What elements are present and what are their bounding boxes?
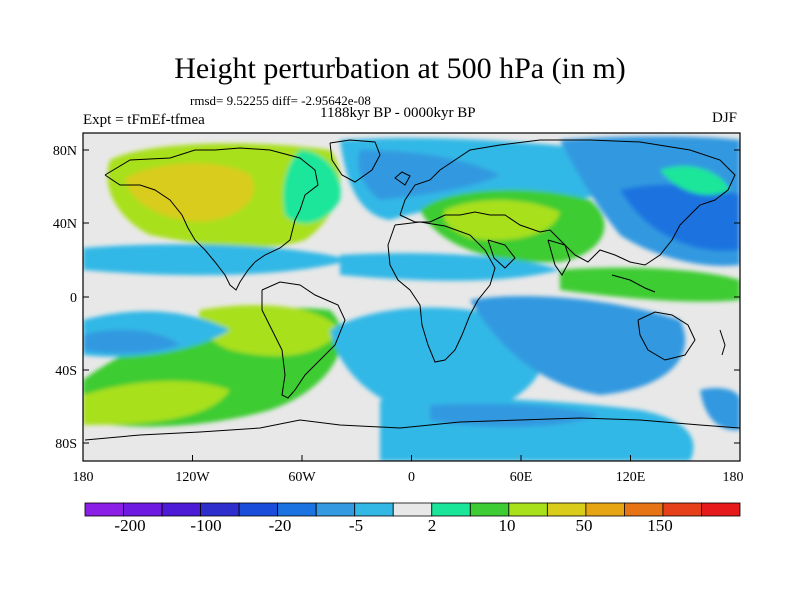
- colorbar-box: [585, 502, 625, 517]
- colorbar-label: -200: [114, 516, 146, 535]
- colorbar-box: [662, 502, 702, 517]
- colorbar-box: [277, 502, 317, 517]
- x-tick-label: 120W: [175, 470, 210, 485]
- colorbar-box: [238, 502, 279, 517]
- colorbar-label: -5: [348, 516, 364, 535]
- colorbar-label: 2: [427, 516, 437, 535]
- y-tick-label: 80S: [55, 437, 77, 452]
- y-tick-label: 0: [70, 291, 77, 306]
- x-tick-label: 180: [723, 470, 744, 485]
- colorbar-box: [469, 502, 510, 517]
- tick-marks: [82, 149, 741, 461]
- contour-field: [83, 133, 740, 461]
- colorbar-box: [624, 502, 664, 517]
- experiment-label: Expt = tFmEf-tfmea: [83, 112, 205, 128]
- y-tick-label: 40S: [55, 364, 77, 379]
- x-tick-label: 120E: [616, 470, 646, 485]
- colorbar-box: [200, 502, 240, 517]
- period-text: 1188kyr BP - 0000kyr BP: [320, 105, 476, 121]
- x-tick-label: 60E: [510, 470, 533, 485]
- colorbar-label: -20: [268, 516, 292, 535]
- colorbar-box: [701, 502, 741, 517]
- colorbar-box: [508, 502, 548, 517]
- y-tick-label: 80N: [53, 144, 77, 159]
- x-tick-label: 60W: [288, 470, 316, 485]
- x-tick-label: 0: [408, 470, 415, 485]
- season-label: DJF: [712, 110, 738, 126]
- plot-title: Height perturbation at 500 hPa (in m): [174, 52, 626, 85]
- colorbar-box: [315, 502, 356, 517]
- x-tick-label: 180: [73, 470, 94, 485]
- coastlines: [84, 139, 740, 441]
- colorbar-label: 150: [647, 516, 673, 535]
- colorbar: [84, 502, 741, 517]
- colorbar-box: [392, 502, 433, 517]
- colorbar-box: [546, 502, 587, 517]
- colorbar-label: 10: [498, 516, 516, 535]
- colorbar-box: [123, 502, 163, 517]
- colorbar-box: [161, 502, 201, 517]
- stats-text: rmsd= 9.52255 diff= -2.95642e-08: [190, 93, 371, 108]
- colorbar-box: [84, 502, 124, 517]
- colorbar-label: 50: [575, 516, 593, 535]
- colorbar-box: [431, 502, 471, 517]
- colorbar-box: [354, 502, 394, 517]
- colorbar-label: -100: [190, 516, 222, 535]
- y-tick-label: 40N: [53, 217, 77, 232]
